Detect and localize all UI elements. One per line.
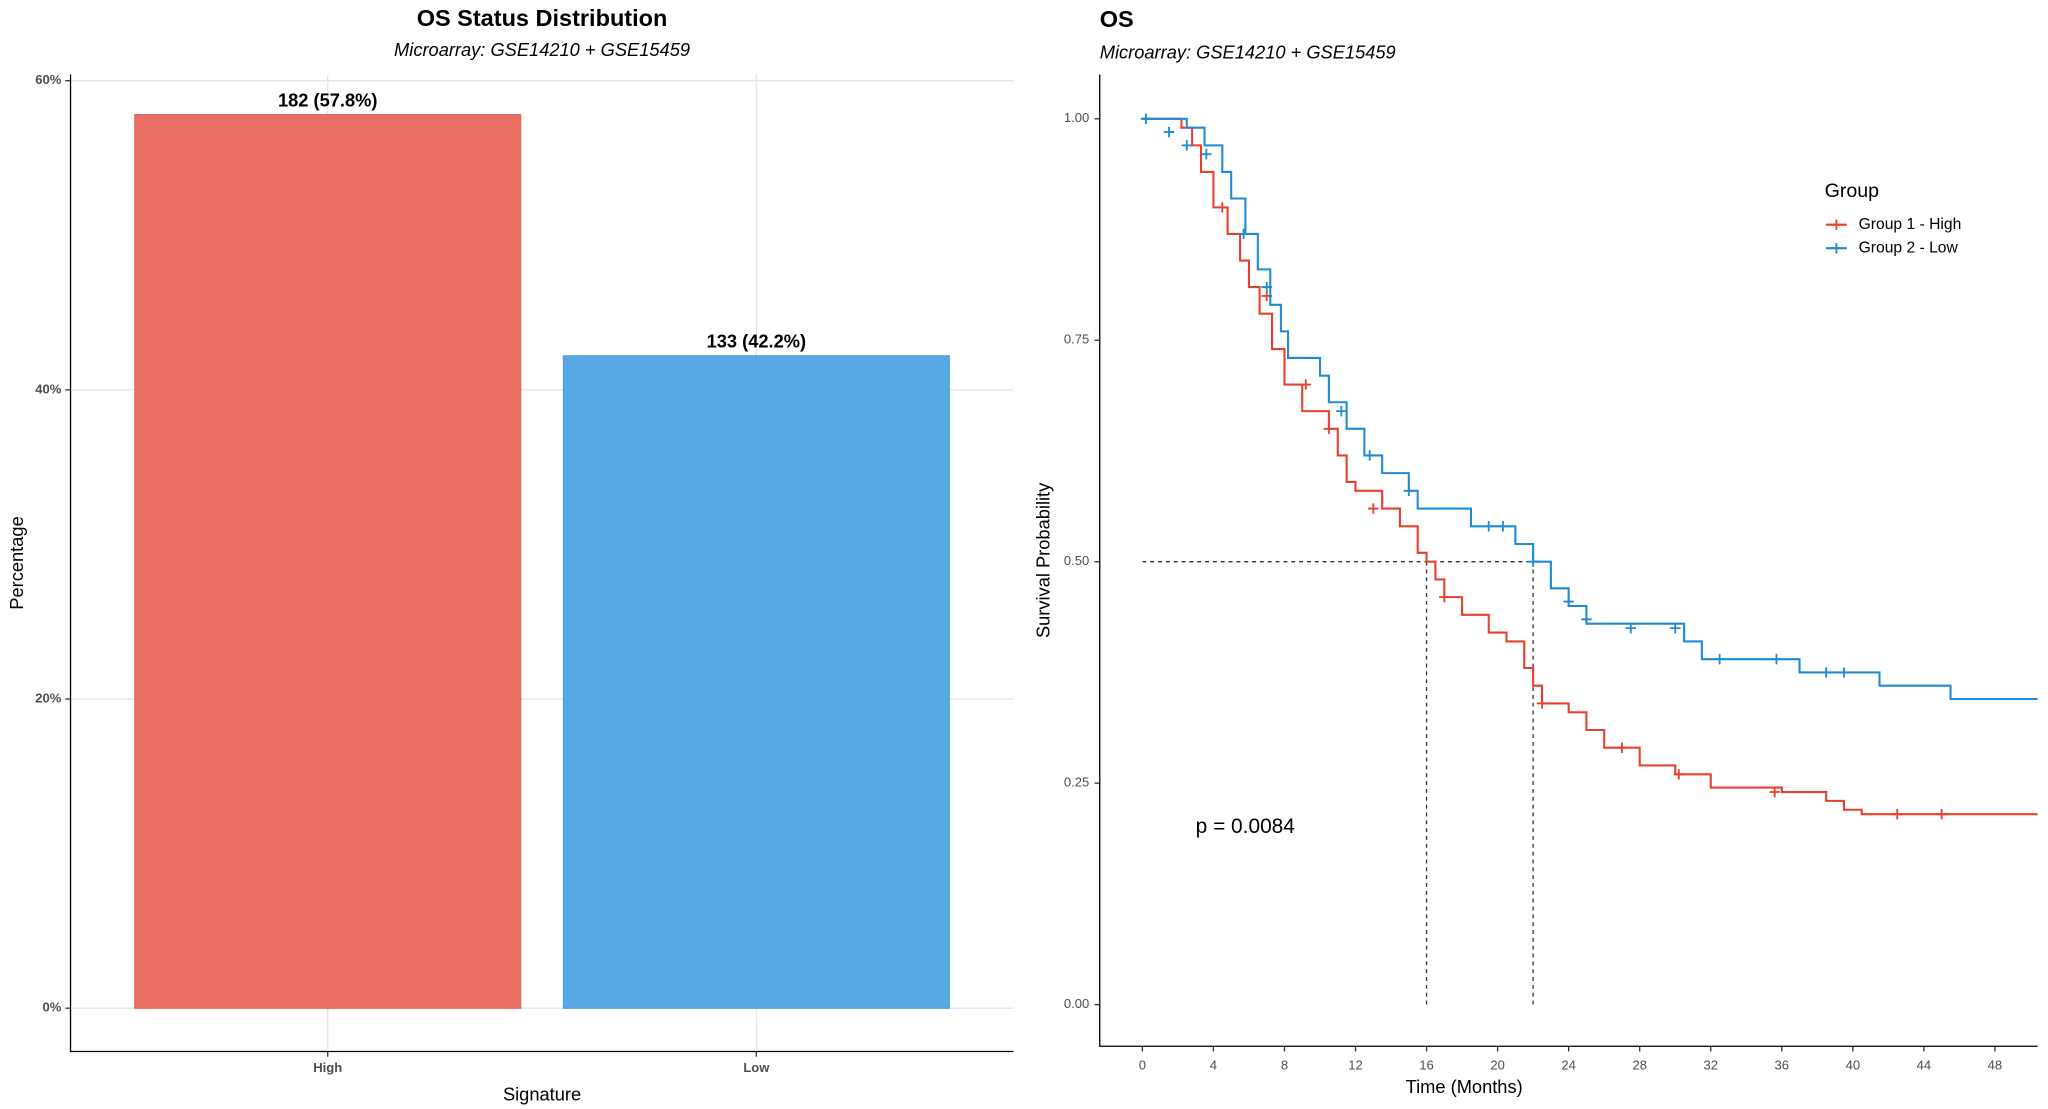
axis-line — [1099, 74, 2038, 1047]
x-tick-label: 4 — [1210, 1057, 1217, 1072]
censor-mark — [1616, 742, 1628, 753]
value-label: 182 (57.8%) — [278, 89, 378, 110]
y-tick-label: 1.00 — [1064, 110, 1089, 125]
censor-mark — [1323, 423, 1335, 435]
censor-mark — [1936, 808, 1947, 820]
censor-mark — [1217, 202, 1228, 213]
censor-mark — [1669, 622, 1681, 634]
legend-swatch — [1831, 242, 1842, 254]
x-tick-label: 12 — [1348, 1057, 1363, 1072]
legend-label: Group 1 - High — [1859, 216, 1962, 233]
legend-label: Group 2 - Low — [1859, 239, 1959, 256]
bar — [562, 355, 950, 1009]
y-tick-label: 0.75 — [1064, 332, 1089, 347]
y-tick-label: 0% — [43, 1000, 62, 1015]
x-tick-label: 0 — [1139, 1057, 1146, 1072]
x-axis-label: Time (Months) — [1406, 1076, 1523, 1097]
censor-mark — [1403, 485, 1415, 497]
x-tick-label: 48 — [1988, 1057, 2003, 1072]
censor-mark — [1838, 667, 1850, 678]
y-tick-label: 0.25 — [1064, 775, 1089, 790]
x-tick-label: 8 — [1281, 1057, 1288, 1072]
censor-mark — [1673, 769, 1684, 780]
censor-mark — [1536, 698, 1548, 709]
y-axis-label: Percentage — [6, 516, 27, 609]
censor-mark — [1527, 556, 1539, 567]
x-tick-label: High — [313, 1060, 342, 1075]
censor-mark — [1336, 405, 1347, 417]
censor-mark — [1439, 591, 1450, 603]
x-tick-label: 20 — [1490, 1057, 1505, 1072]
censor-mark — [1771, 653, 1782, 665]
x-tick-label: 28 — [1632, 1057, 1647, 1072]
censor-mark — [1181, 140, 1193, 151]
x-tick-label: 24 — [1561, 1057, 1576, 1072]
censor-mark — [1238, 228, 1249, 240]
legend-title: Group — [1825, 180, 1880, 202]
censor-mark — [1483, 521, 1494, 532]
censor-mark — [1892, 808, 1903, 820]
y-tick-label: 0.00 — [1064, 996, 1089, 1011]
y-tick-label: 40% — [35, 381, 62, 396]
chart-title: OS Status Distribution — [417, 5, 668, 31]
censor-mark — [1368, 503, 1379, 514]
survival-curve — [1142, 117, 2038, 701]
y-axis-label: Survival Probability — [1033, 482, 1054, 638]
censor-mark — [1261, 281, 1272, 293]
bar — [134, 114, 522, 1009]
censor-mark — [1563, 596, 1574, 607]
x-axis-label: Signature — [503, 1084, 581, 1105]
censor-mark — [1581, 614, 1592, 625]
x-tick-label: 32 — [1703, 1057, 1718, 1072]
censor-mark — [1201, 148, 1212, 160]
y-tick-label: 20% — [35, 690, 62, 705]
chart-subtitle: Microarray: GSE14210 + GSE15459 — [1100, 41, 1396, 62]
legend-swatch — [1831, 219, 1842, 230]
x-tick-label: 16 — [1419, 1057, 1434, 1072]
axis-line — [69, 74, 1014, 1053]
censor-mark — [1625, 622, 1637, 634]
survival-curve — [1142, 117, 2038, 816]
x-tick-label: 44 — [1917, 1057, 1932, 1072]
censor-mark — [1769, 786, 1780, 798]
censor-mark — [1497, 521, 1509, 532]
censor-mark — [1364, 450, 1375, 461]
chart-subtitle: Microarray: GSE14210 + GSE15459 — [394, 39, 690, 60]
censor-mark — [1140, 113, 1152, 125]
x-tick-label: 40 — [1846, 1057, 1861, 1072]
censor-mark — [1714, 653, 1725, 665]
censor-mark — [1820, 667, 1832, 678]
censor-mark — [1300, 379, 1312, 390]
annotation: p = 0.0084 — [1196, 815, 1295, 838]
y-tick-label: 0.50 — [1064, 553, 1089, 568]
y-tick-label: 60% — [35, 72, 62, 87]
x-tick-label: 36 — [1775, 1057, 1790, 1072]
censor-mark — [1163, 126, 1175, 138]
x-tick-label: Low — [743, 1060, 770, 1075]
value-label: 133 (42.2%) — [707, 331, 807, 352]
chart-title: OS — [1100, 6, 1134, 32]
